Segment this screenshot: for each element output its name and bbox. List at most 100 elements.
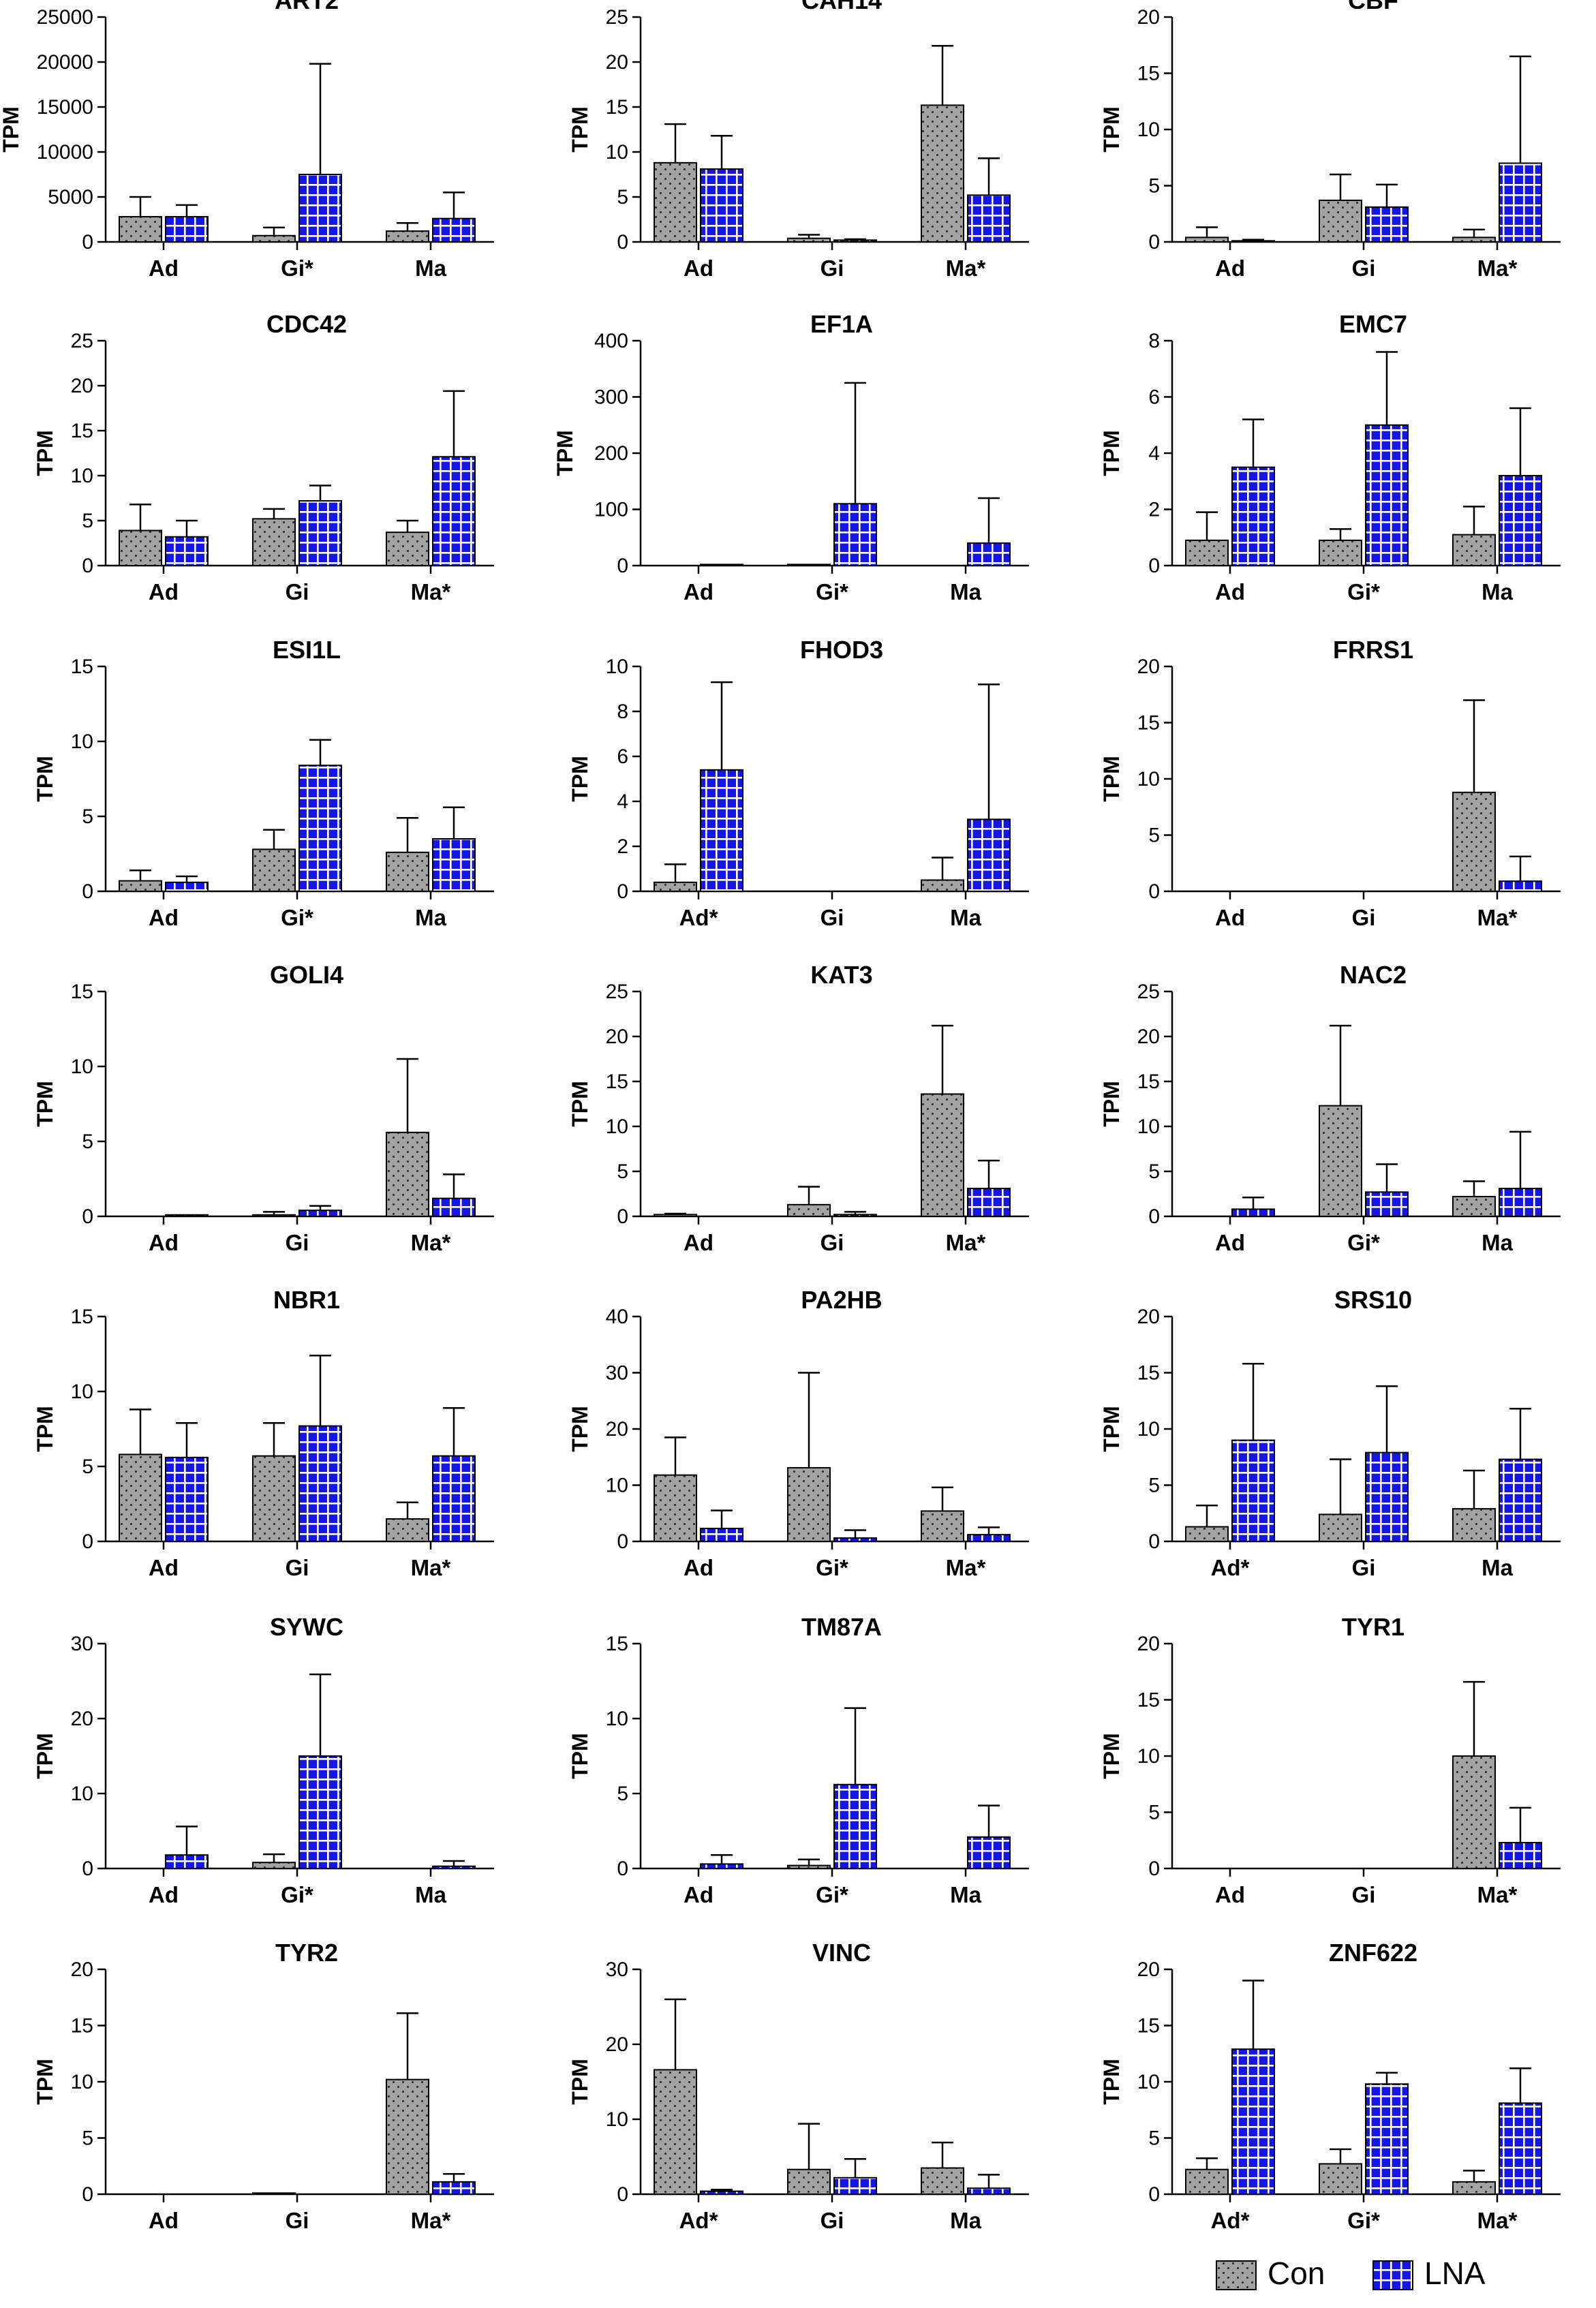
y-tick-label: 5 <box>1148 2127 1160 2150</box>
y-axis-label: TPM <box>1099 1406 1124 1452</box>
bar-lna <box>1231 1208 1275 1217</box>
panel-title: CAH14 <box>801 0 882 14</box>
y-tick-label: 10 <box>1137 2071 1160 2093</box>
bar-lna <box>700 769 743 893</box>
category-label: Ma* <box>411 1555 451 1580</box>
bar-con <box>252 2192 296 2196</box>
y-tick-label: 0 <box>1148 1530 1160 1553</box>
category-label: Ma <box>950 1882 981 1907</box>
y-tick-label: 5 <box>1148 175 1160 198</box>
bar-lna <box>1365 206 1409 243</box>
category-label: Gi* <box>816 579 848 604</box>
chart-panel-sywc: SYWC TPM 0 10 20 30 Ad Gi* Ma <box>33 1613 494 1907</box>
category-label: Ad <box>1215 256 1245 281</box>
y-tick-label: 0 <box>1148 880 1160 903</box>
bar-con <box>386 230 429 243</box>
category-label: Ma* <box>946 1230 986 1255</box>
bar-lna <box>165 1214 209 1218</box>
y-tick-label: 2 <box>1148 499 1160 521</box>
bar-lna <box>1231 240 1275 243</box>
y-tick-label: 15 <box>71 981 93 1003</box>
y-tick-label: 5 <box>82 805 93 828</box>
chart-panel-goli4: GOLI4 TPM 0 5 10 15 Ad Gi Ma* <box>33 961 494 1255</box>
bar-con <box>921 879 964 892</box>
category-label: Ad <box>1215 579 1245 604</box>
category-label: Gi <box>1352 1882 1376 1907</box>
y-tick-label: 5 <box>617 186 628 209</box>
category-label: Ad <box>149 905 179 930</box>
y-tick-label: 10 <box>606 1475 628 1497</box>
y-tick-label: 0 <box>617 1530 628 1553</box>
category-label: Gi* <box>816 1882 848 1907</box>
bar-lna <box>833 2176 877 2196</box>
category-label: Gi* <box>281 1882 313 1907</box>
category-label: Gi <box>820 2208 844 2233</box>
y-tick-label: 8 <box>1148 330 1160 352</box>
y-tick-label: 25 <box>1137 981 1160 1003</box>
panel-title: FRRS1 <box>1333 636 1413 664</box>
y-tick-label: 5 <box>82 1130 93 1153</box>
bar-lna <box>967 1534 1011 1543</box>
y-tick-label: 10 <box>71 2071 93 2093</box>
y-tick-label: 5 <box>82 2127 93 2150</box>
category-label: Gi <box>1352 905 1376 930</box>
category-label: Ma <box>415 905 446 930</box>
bar-con <box>119 1453 162 1542</box>
category-label: Gi* <box>1347 579 1380 604</box>
bar-lna <box>298 1425 342 1543</box>
y-tick-label: 25000 <box>37 6 93 29</box>
y-axis-label: TPM <box>33 1733 57 1779</box>
category-label: Ma* <box>411 2208 451 2233</box>
bar-con <box>787 1466 831 1543</box>
bar-con <box>1452 1755 1496 1869</box>
category-label: Ma* <box>946 1555 986 1580</box>
category-label: Ad <box>149 1230 179 1255</box>
bar-con <box>252 234 296 243</box>
bar-con <box>654 881 697 893</box>
y-tick-label: 20 <box>71 1708 93 1730</box>
bar-con <box>654 1474 697 1542</box>
bar-lna <box>1499 1188 1542 1217</box>
y-tick-label: 20 <box>606 2033 628 2056</box>
y-axis-label: TPM <box>568 1081 592 1127</box>
category-label: Ma* <box>1477 1882 1518 1907</box>
y-axis-label: TPM <box>1099 1733 1124 1779</box>
bar-con <box>654 161 697 243</box>
category-label: Gi <box>286 579 309 604</box>
bar-lna <box>165 536 209 567</box>
category-label: Ad <box>684 1230 713 1255</box>
y-tick-label: 15000 <box>37 96 93 119</box>
bar-con <box>921 1510 964 1542</box>
y-tick-label: 25 <box>606 981 628 1003</box>
category-label: Ad <box>149 2208 179 2233</box>
legend: Con LNA <box>1216 2256 1486 2291</box>
category-label: Ad* <box>679 2208 718 2233</box>
category-label: Ad <box>149 256 179 281</box>
y-tick-label: 20 <box>606 1418 628 1441</box>
y-tick-label: 4 <box>617 790 628 813</box>
y-tick-label: 0 <box>82 2183 93 2206</box>
y-axis-label: TPM <box>568 1406 592 1452</box>
chart-panel-srs10: SRS10 TPM 0 5 10 15 20 Ad* Gi Ma <box>1099 1286 1561 1580</box>
y-tick-label: 25 <box>71 330 93 352</box>
category-label: Gi <box>820 905 844 930</box>
chart-panel-esi1l: ESI1L TPM 0 5 10 15 Ad Gi* Ma <box>33 636 494 930</box>
bar-lna <box>1499 162 1542 243</box>
y-tick-label: 0 <box>617 555 628 577</box>
y-tick-label: 5 <box>1148 825 1160 847</box>
y-tick-label: 15 <box>606 1633 628 1655</box>
y-tick-label: 20 <box>71 1958 93 1981</box>
y-tick-label: 20000 <box>37 51 93 74</box>
y-tick-label: 5 <box>1148 1160 1160 1183</box>
bar-con <box>787 2168 831 2195</box>
bar-con <box>386 1518 429 1542</box>
y-axis-label: TPM <box>553 430 577 476</box>
y-axis-label: TPM <box>1099 756 1124 802</box>
bar-con <box>1452 791 1496 893</box>
category-label: Ma <box>950 579 981 604</box>
bar-lna <box>298 499 342 567</box>
bar-con <box>252 1862 296 1869</box>
category-label: Ad <box>149 579 179 604</box>
chart-panel-cdc42: CDC42 TPM 0 5 10 15 20 25 Ad Gi Ma* <box>33 310 494 604</box>
chart-panel-tyr2: TYR2 TPM 0 5 10 15 20 Ad Gi Ma* <box>33 1939 494 2233</box>
